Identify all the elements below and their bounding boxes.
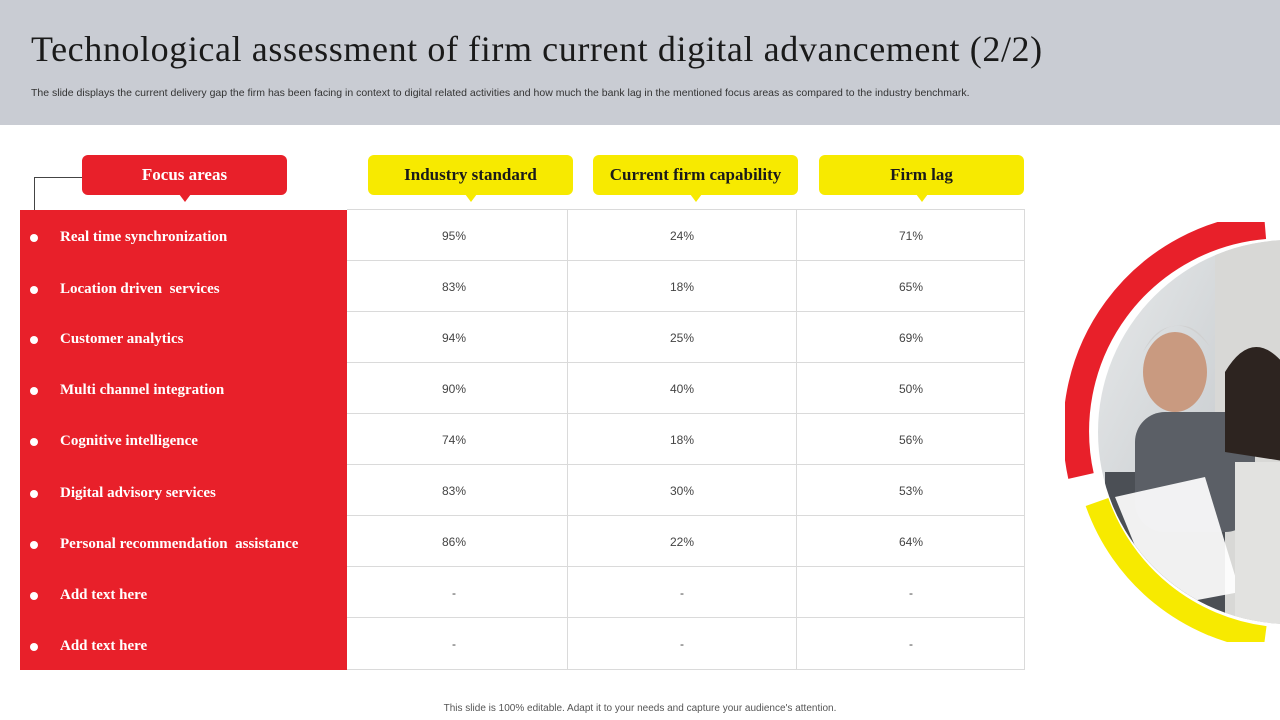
focus-area-label: Add text here — [60, 587, 148, 603]
focus-areas-panel — [20, 210, 347, 670]
bullet-icon — [30, 642, 38, 651]
bullet-icon — [30, 437, 38, 446]
firm-lag-cell: 53% — [898, 483, 924, 498]
industry-standard-cell: 94% — [441, 330, 467, 345]
list-item: Real time synchronization — [20, 212, 347, 263]
table-divider — [347, 515, 1025, 516]
table-divider — [347, 464, 1025, 465]
connector-line — [34, 177, 82, 178]
firm-lag-header: Firm lag — [819, 155, 1024, 202]
firm-lag-cell: - — [909, 585, 913, 600]
industry-standard-cell: 83% — [441, 483, 467, 498]
current-capability-cell: 40% — [669, 381, 695, 396]
table-divider — [347, 669, 1025, 670]
current-capability-cell: - — [680, 636, 684, 651]
slide-subtitle: The slide displays the current delivery … — [31, 87, 970, 99]
list-item: Add text here — [20, 570, 347, 621]
table-divider — [347, 362, 1025, 363]
people-photo — [1065, 222, 1280, 642]
current-capability-cell: 24% — [669, 228, 695, 243]
current-capability-cell: 18% — [669, 432, 695, 447]
bullet-icon — [30, 335, 38, 344]
firm-lag-cell: 69% — [898, 330, 924, 345]
industry-standard-cell: - — [452, 585, 456, 600]
bullet-icon — [30, 285, 38, 294]
focus-area-label: Personal recommendation assistance — [60, 536, 299, 552]
table-divider — [347, 617, 1025, 618]
current-capability-cell: 25% — [669, 330, 695, 345]
bullet-icon — [30, 591, 38, 600]
bullet-icon — [30, 233, 38, 242]
list-item: Location driven services — [20, 264, 347, 315]
list-item: Customer analytics — [20, 314, 347, 365]
current-capability-cell: 22% — [669, 534, 695, 549]
footer-note: This slide is 100% editable. Adapt it to… — [443, 703, 837, 714]
industry-standard-cell: 86% — [441, 534, 467, 549]
industry-standard-cell: 74% — [441, 432, 467, 447]
table-divider — [347, 209, 1025, 210]
header-band: Technological assessment of firm current… — [0, 0, 1280, 125]
focus-area-label: Add text here — [60, 638, 148, 654]
table-divider — [1024, 209, 1025, 670]
firm-lag-cell: 65% — [898, 279, 924, 294]
list-item: Digital advisory services — [20, 468, 347, 519]
bullet-icon — [30, 386, 38, 395]
focus-area-label: Location driven services — [60, 281, 220, 297]
industry-standard-header: Industry standard — [368, 155, 573, 202]
table-divider — [347, 413, 1025, 414]
bullet-icon — [30, 540, 38, 549]
industry-standard-cell: 95% — [441, 228, 467, 243]
industry-standard-cell: - — [452, 636, 456, 651]
current-capability-cell: 18% — [669, 279, 695, 294]
list-item: Add text here — [20, 621, 347, 672]
table-divider — [567, 209, 568, 670]
list-item: Multi channel integration — [20, 365, 347, 416]
industry-standard-cell: 90% — [441, 381, 467, 396]
focus-area-label: Multi channel integration — [60, 382, 225, 398]
focus-areas-header: Focus areas — [82, 155, 287, 202]
current-firm-capability-header: Current firm capability — [593, 155, 798, 202]
list-item: Personal recommendation assistance — [20, 519, 347, 570]
bullet-icon — [30, 489, 38, 498]
list-item: Cognitive intelligence — [20, 416, 347, 467]
table-divider — [347, 311, 1025, 312]
firm-lag-cell: - — [909, 636, 913, 651]
slide-title: Technological assessment of firm current… — [31, 29, 1043, 69]
firm-lag-cell: 71% — [898, 228, 924, 243]
focus-area-label: Digital advisory services — [60, 485, 216, 501]
table-divider — [796, 209, 797, 670]
current-capability-cell: - — [680, 585, 684, 600]
firm-lag-cell: 64% — [898, 534, 924, 549]
firm-lag-cell: 56% — [898, 432, 924, 447]
industry-standard-cell: 83% — [441, 279, 467, 294]
focus-area-label: Customer analytics — [60, 331, 184, 347]
table-divider — [347, 260, 1025, 261]
focus-area-label: Real time synchronization — [60, 229, 228, 245]
table-divider — [347, 566, 1025, 567]
firm-lag-cell: 50% — [898, 381, 924, 396]
current-capability-cell: 30% — [669, 483, 695, 498]
focus-area-label: Cognitive intelligence — [60, 433, 198, 449]
